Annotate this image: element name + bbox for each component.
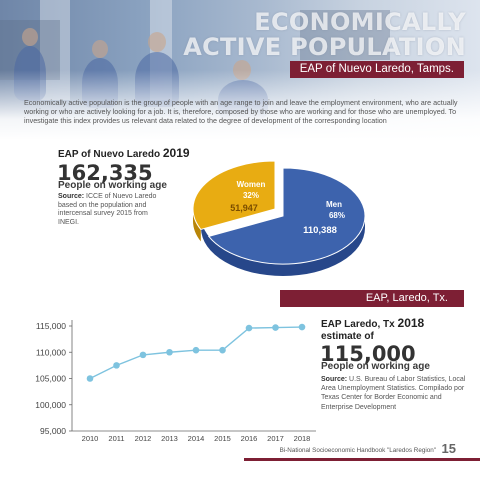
page-title-line2: ACTIVE POPULATION [183,33,466,61]
source-label: Source: [58,193,85,200]
footer-rule [244,458,480,461]
source-label: Source: [321,376,348,383]
pie-label-men-name: Men [326,200,342,209]
x-tick-label: 2017 [267,434,284,443]
y-tick-label: 95,000 [40,426,66,436]
laredo-tx-heading: EAP Laredo, Tx 2018 estimate of [321,317,461,343]
photo-worker-head [148,32,166,52]
pie-slice-women [192,160,276,231]
laredo-tx-total: 115,000 [320,342,416,366]
eap-gender-pie-chart: Women 32% 51,947 Men 68% 110,388 [192,160,365,276]
y-tick-label: 100,000 [35,400,66,410]
laredo-tx-heading-text: EAP Laredo, Tx [321,319,395,330]
pie-label-men-value: 110,388 [303,225,337,236]
data-point [113,362,120,369]
nuevo-laredo-heading-text: EAP of Nuevo Laredo [58,149,161,160]
y-tick-label: 110,000 [36,347,66,357]
x-tick-label: 2013 [161,434,178,443]
laredo-tx-year: 2018 [397,316,425,330]
photo-fade [0,70,480,140]
nuevo-laredo-heading: EAP of Nuevo Laredo 2019 [58,146,190,160]
eap-laredo-line-chart: 95,000 100,000 105,000 110,000 115,000 2010 20… [35,320,316,443]
pie-label-women-percent: 32% [243,191,259,200]
pie-chart-marks: Women 32% 51,947 Men 68% 110,388 [192,160,365,276]
pie-label-women-name: Women [237,180,266,189]
data-point [192,346,200,354]
y-tick-label: 105,000 [35,374,66,384]
line-chart-marks: 95,000 100,000 105,000 110,000 115,000 2010 20… [35,320,316,443]
data-point [245,324,253,332]
laredo-tx-heading-line2: estimate of [321,331,374,342]
pie-label-men-percent: 68% [329,211,345,220]
photo-worker-head [22,28,38,46]
section-ribbon-laredo-tx: EAP, Laredo, Tx. [279,290,464,307]
page-title-line1: ECONOMICALLY [254,8,466,36]
photo-worker-head [92,40,108,58]
data-point [86,375,94,382]
nuevo-laredo-year: 2019 [162,146,190,160]
pie-slice-women-side [193,209,201,242]
page-number: 15 [441,441,456,456]
source-text: ICCE of Nuevo Laredo based on the popula… [58,193,157,226]
section-ribbon-nuevo-laredo: EAP of Nuevo Laredo, Tamps. [289,61,464,78]
photo-machine [300,10,390,60]
page-title: ECONOMICALLY ACTIVE POPULATION [183,10,466,60]
pie-label-women-value: 51,947 [230,203,258,213]
x-tick-label: 2011 [108,434,124,443]
laredo-tx-source: Source: U.S. Bureau of Labor Statistics,… [321,375,471,412]
intro-paragraph: Economically active population is the gr… [24,98,458,125]
data-point [272,324,279,331]
x-tick-label: 2016 [241,434,258,443]
x-tick-label: 2015 [214,434,231,443]
pie-slice-men-side [201,216,365,276]
pie-slice-men [207,167,365,265]
y-tick-label: 115,000 [36,321,66,331]
nuevo-laredo-label: People on working age [58,180,167,191]
nuevo-laredo-total: 162,335 [57,161,153,185]
source-text: U.S. Bureau of Labor Statistics, Local A… [321,376,466,411]
laredo-tx-label: People on working age [321,361,430,372]
nuevo-laredo-source: Source: ICCE of Nuevo Laredo based on th… [58,193,168,227]
data-point [166,348,173,356]
data-point [219,346,226,354]
data-point [298,323,306,331]
x-tick-label: 2014 [188,434,205,443]
x-tick-label: 2018 [294,434,311,443]
footer-handbook-title: Bi-National Socioeconomic Handbook "Lare… [279,447,436,454]
x-tick-label: 2010 [82,434,99,443]
x-tick-label: 2012 [135,434,152,443]
data-point [139,351,147,359]
